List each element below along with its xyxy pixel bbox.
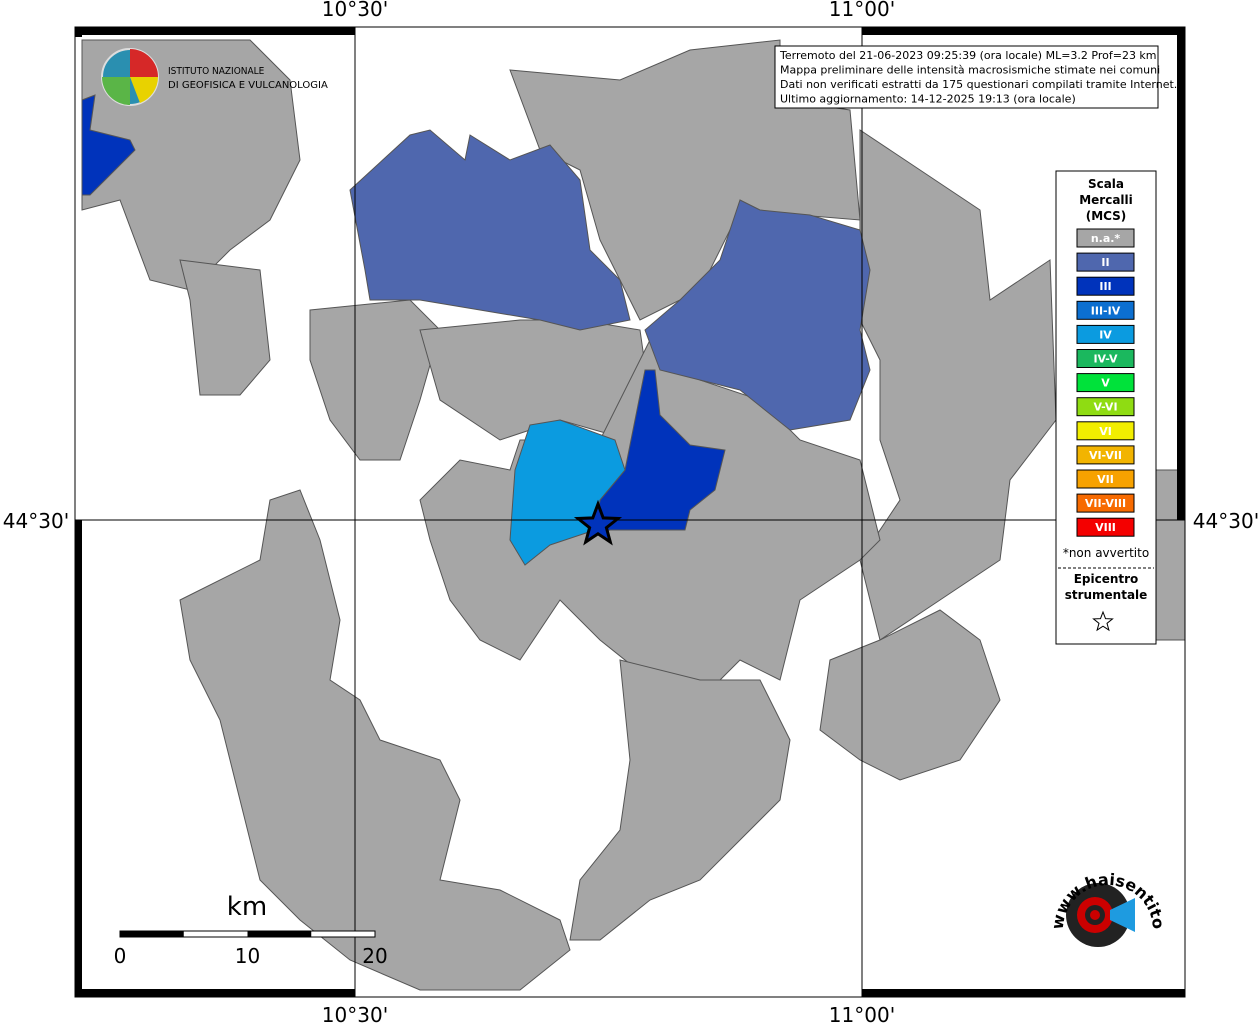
lon-label: 11°00' bbox=[829, 1003, 895, 1024]
lon-label: 10°30' bbox=[322, 0, 388, 21]
info-line: Ultimo aggiornamento: 14-12-2025 19:13 (… bbox=[780, 93, 1076, 106]
municipality bbox=[859, 129, 1057, 641]
municipality bbox=[349, 129, 631, 331]
municipality bbox=[179, 489, 571, 991]
scale-tick-label: 10 bbox=[235, 944, 260, 968]
legend-label: V bbox=[1101, 377, 1110, 390]
municipality bbox=[644, 199, 871, 431]
legend-title: (MCS) bbox=[1086, 209, 1127, 223]
legend-swatch bbox=[1076, 276, 1135, 296]
scale-unit: km bbox=[227, 892, 267, 922]
legend-swatch bbox=[1076, 252, 1135, 272]
lon-label: 10°30' bbox=[322, 1003, 388, 1024]
epicenter bbox=[573, 499, 623, 546]
legend-swatch bbox=[1076, 493, 1135, 513]
legend-label: VI-VII bbox=[1089, 449, 1122, 462]
legend-swatch bbox=[1076, 421, 1135, 441]
graticule bbox=[75, 27, 1185, 997]
legend-label: II bbox=[1101, 256, 1109, 269]
info-box bbox=[774, 45, 1159, 109]
frame bbox=[74, 26, 1186, 998]
legend-swatch bbox=[1076, 228, 1135, 248]
scale-segment bbox=[120, 931, 184, 937]
legend-note: *non avvertito bbox=[1063, 546, 1149, 560]
legend-label: VII bbox=[1097, 473, 1114, 486]
legend-title: Mercalli bbox=[1079, 193, 1133, 207]
legend-label: IV bbox=[1099, 328, 1112, 341]
legend-label: n.a.* bbox=[1091, 232, 1121, 245]
municipalities bbox=[81, 39, 1186, 991]
info-line: Dati non verificati estratti da 175 ques… bbox=[780, 78, 1177, 91]
legend-swatch bbox=[1076, 469, 1135, 489]
legend-epicenter: Epicentro bbox=[1074, 572, 1139, 586]
municipality bbox=[179, 259, 271, 396]
lat-label: 44°30' bbox=[3, 509, 69, 533]
legend-swatch bbox=[1076, 373, 1135, 393]
municipality bbox=[309, 299, 441, 461]
legend-label: V-VI bbox=[1093, 401, 1117, 414]
scale-tick-label: 20 bbox=[362, 944, 387, 968]
lon-label: 11°00' bbox=[829, 0, 895, 21]
legend-swatch bbox=[1076, 517, 1135, 537]
scale-segment bbox=[247, 931, 312, 937]
legend-label: VI bbox=[1099, 425, 1112, 438]
scale-tick-label: 0 bbox=[114, 944, 127, 968]
legend-epicenter: strumentale bbox=[1065, 588, 1148, 602]
legend-swatch bbox=[1076, 349, 1135, 368]
star bbox=[573, 499, 623, 546]
legend-swatch bbox=[1076, 324, 1135, 344]
legend-swatch bbox=[1076, 300, 1135, 320]
lat-label: 44°30' bbox=[1193, 509, 1258, 533]
legend-title: Scala bbox=[1088, 177, 1124, 191]
ingv-logo: ISTITUTO NAZIONALE DI GEOFISICA E VULCAN… bbox=[101, 48, 328, 106]
municipality bbox=[819, 609, 1001, 781]
legend-label: VII-VIII bbox=[1085, 497, 1126, 510]
logo-text: ISTITUTO NAZIONALE bbox=[168, 66, 265, 77]
legend-label: III bbox=[1099, 280, 1111, 293]
municipality bbox=[81, 94, 136, 196]
logo-text: DI GEOFISICA E VULCANOLOGIA bbox=[168, 80, 328, 91]
info-line: Mappa preliminare delle intensità macros… bbox=[780, 64, 1160, 77]
legend-label: VIII bbox=[1095, 521, 1116, 534]
municipality bbox=[569, 659, 791, 941]
star bbox=[1092, 610, 1114, 632]
legend-label: III-IV bbox=[1091, 304, 1121, 317]
info-line: Terremoto del 21-06-2023 09:25:39 (ora l… bbox=[779, 49, 1157, 62]
scale-bar: km 0 10 20 bbox=[114, 892, 388, 968]
legend-swatch bbox=[1076, 445, 1135, 465]
legend-label: IV-V bbox=[1093, 353, 1118, 366]
legend-swatch bbox=[1076, 397, 1135, 417]
